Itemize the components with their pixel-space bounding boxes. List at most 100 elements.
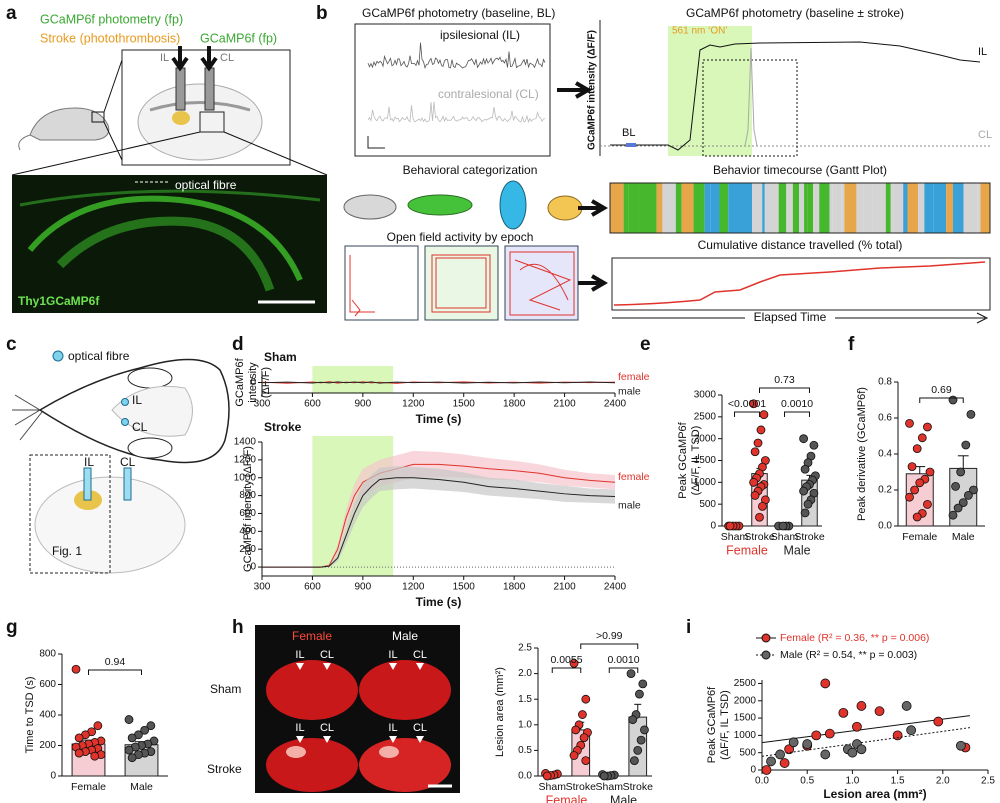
panel-label: f: [848, 334, 855, 355]
fibre: [204, 67, 215, 111]
dot: [579, 733, 589, 742]
y-tick-label: 200: [239, 544, 256, 555]
gantt-segment: [918, 183, 925, 233]
y-tick-label: 0: [250, 377, 256, 388]
mouse-icon: [547, 195, 583, 221]
arrowhead: [416, 736, 424, 743]
x-tick-label: Stroke: [744, 531, 775, 543]
p-value: <0.0001: [728, 398, 766, 410]
point: [811, 730, 822, 741]
dot: [127, 753, 137, 763]
x-tick-label: 2.0: [936, 776, 950, 787]
label: contralesional (CL): [438, 87, 539, 101]
x-tick-label: 2.5: [981, 776, 995, 787]
point: [784, 744, 795, 755]
point: [766, 756, 776, 767]
brain: [111, 385, 193, 437]
y-tick-label: 400: [39, 710, 56, 721]
dot: [912, 444, 922, 454]
x-tick-label: 300: [254, 399, 271, 410]
fibre: [175, 67, 186, 111]
gantt-frame: [609, 182, 991, 234]
dot: [915, 478, 925, 488]
point: [901, 701, 912, 711]
dot: [966, 409, 976, 419]
fibre-site: [121, 418, 129, 426]
arrow: [171, 46, 189, 72]
distance-curve: [613, 261, 986, 306]
y-tick-label: 0.0: [518, 771, 532, 782]
gantt-segment: [885, 183, 891, 233]
gantt-segment: [704, 183, 711, 233]
x-tick-label: 900: [355, 582, 372, 593]
dot: [758, 501, 767, 511]
ear: [127, 437, 173, 459]
gantt-segment: [623, 183, 629, 233]
legend-swatch: [761, 650, 771, 660]
point: [874, 706, 885, 717]
title: Behavior timecourse (Gantt Plot): [713, 163, 887, 177]
dot: [951, 481, 960, 491]
y-tick-label: 500: [699, 499, 716, 510]
caption: GCaMP6f (fp): [200, 31, 277, 45]
y-tick-label: 1200: [234, 455, 257, 466]
dot: [910, 485, 920, 495]
dot: [800, 464, 810, 474]
dot: [140, 725, 150, 735]
dot: [803, 499, 813, 509]
bracket: [580, 643, 639, 649]
y-tick-label: 0: [750, 765, 756, 776]
legend-label: male: [618, 499, 641, 511]
dot: [753, 438, 763, 448]
gantt-segment: [739, 183, 753, 233]
il-trace: [610, 41, 981, 151]
y-tick-label: 0.4: [878, 449, 892, 460]
cl-trace: [744, 47, 758, 147]
dot: [750, 491, 760, 500]
label: ipsilesional (IL): [440, 28, 520, 42]
dot: [90, 751, 100, 761]
dot: [912, 512, 922, 522]
brain-slice: [359, 660, 451, 720]
dot: [636, 735, 646, 745]
y-tick-label: 1.5: [518, 694, 532, 705]
gantt-segment: [804, 183, 808, 233]
p-value: 0.94: [105, 656, 126, 668]
y-tick-label: 0.8: [878, 377, 892, 388]
label: CL: [978, 129, 992, 141]
arrow-label: CL: [320, 649, 334, 661]
gantt-segment: [856, 183, 864, 233]
y-tick-label: 2000: [694, 433, 717, 444]
y-tick-label: 1000: [234, 472, 257, 483]
dot: [759, 410, 769, 420]
dot: [905, 492, 914, 502]
lesion: [286, 746, 306, 758]
lesion: [379, 746, 399, 758]
title: Behavioral categorization: [403, 163, 538, 177]
point: [892, 730, 903, 741]
arena: [504, 245, 579, 321]
x-tick-label: Sham: [721, 531, 749, 543]
tissue: [27, 195, 303, 282]
x-tick-label: 2400: [604, 399, 627, 410]
dot: [628, 715, 638, 725]
panel-label: a: [6, 3, 17, 24]
arrowhead: [416, 663, 424, 670]
gantt-segment: [890, 183, 894, 233]
fibre-site: [121, 398, 129, 406]
zoom-box: [91, 111, 105, 123]
y-tick-label: 1000: [694, 477, 717, 488]
gantt-segment: [832, 183, 836, 233]
dot: [626, 669, 636, 678]
label: optical fibre: [175, 178, 237, 192]
legend-label: male: [618, 385, 641, 397]
dot: [749, 477, 759, 487]
point: [933, 716, 944, 727]
p-value: 0.0010: [781, 398, 813, 410]
label: Thy1GCaMP6f: [18, 294, 100, 308]
chart-title: Stroke: [264, 420, 302, 434]
y-axis-title: GCaMP6f intensity (ΔF/F): [242, 446, 254, 572]
fibre: [123, 467, 132, 501]
x-tick-label: 0.0: [755, 776, 769, 787]
point: [856, 701, 867, 711]
